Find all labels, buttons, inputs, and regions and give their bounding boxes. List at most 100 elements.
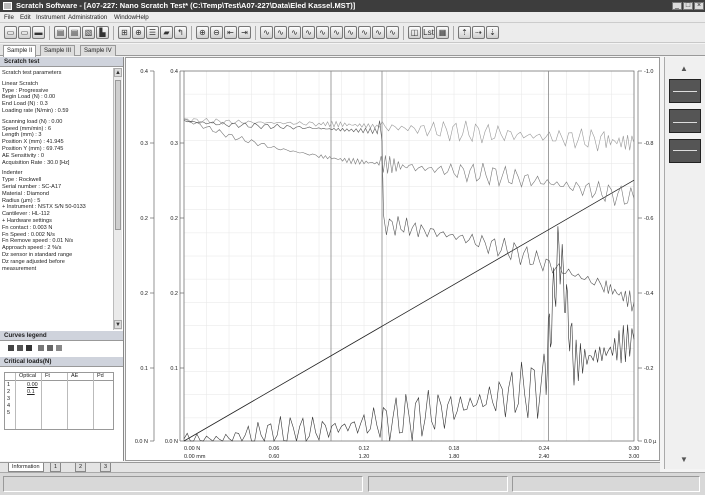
curve-6-button[interactable]: ∿ — [330, 26, 343, 39]
grid-button[interactable]: ⊞ — [118, 26, 131, 39]
table-divider — [67, 373, 68, 429]
curve-8-button[interactable]: ∿ — [358, 26, 371, 39]
curve-9-button[interactable]: ∿ — [372, 26, 385, 39]
critical-loads-table[interactable]: Optical Ft AE Pd 1 2 3 4 5 0.00 0.1 — [4, 372, 114, 430]
scratch-chart[interactable]: 0.4 0.3 0.2 0.2 0.1 0.0 N 0.4 0.3 0.2 0.2 0.1 0.0 N… — [126, 58, 659, 460]
curve-4-button[interactable]: ∿ — [302, 26, 315, 39]
new-button[interactable]: ▭ — [4, 26, 17, 39]
table-divider — [93, 373, 94, 429]
report-button[interactable]: ▦ — [436, 26, 449, 39]
tab-information[interactable]: Information — [8, 463, 44, 472]
minimize-button[interactable]: _ — [672, 2, 682, 10]
param-line: Loading rate (N/min) : 0.59 — [2, 107, 69, 114]
list-button[interactable]: Lst — [422, 26, 435, 39]
parameters-scrollbar[interactable]: ▲ ▼ — [113, 68, 122, 330]
curve-10-button[interactable]: ∿ — [386, 26, 399, 39]
critical-load-value[interactable]: 0.00 — [27, 382, 38, 388]
scroll-up-icon[interactable]: ▲ — [114, 68, 122, 77]
crosshair-button[interactable]: ⊕ — [132, 26, 145, 39]
thumbs-down-icon[interactable]: ▼ — [680, 455, 688, 464]
param-line: Type : Progressive — [2, 87, 49, 94]
param-line: Radius (µm) : 5 — [2, 197, 41, 204]
copy-button[interactable]: ▧ — [82, 26, 95, 39]
sample-tab-bar: Sample II Sample III Sample IV — [0, 44, 705, 57]
print-button[interactable]: ▤ — [54, 26, 67, 39]
scroll-down-icon[interactable]: ▼ — [114, 320, 122, 329]
series-line-1[interactable] — [183, 179, 635, 442]
curve-3-button[interactable]: ∿ — [288, 26, 301, 39]
legend-swatch[interactable] — [8, 345, 14, 351]
title-bar: Scratch Software - [A07-227: Nano Scratc… — [0, 0, 705, 12]
tab-2[interactable]: 2 — [75, 463, 87, 472]
folder-button[interactable]: ▰ — [160, 26, 173, 39]
tab-3[interactable]: 3 — [100, 463, 112, 472]
arrow-down-button[interactable]: ⇣ — [486, 26, 499, 39]
menu-window[interactable]: Window — [114, 14, 137, 21]
filter-button[interactable]: ☰ — [146, 26, 159, 39]
row-number: 5 — [7, 410, 11, 416]
menu-edit[interactable]: Edit — [20, 14, 31, 21]
window-icon: ◫ — [410, 28, 419, 37]
series-line-3[interactable] — [183, 118, 635, 206]
menu-file[interactable]: File — [4, 14, 14, 21]
curve-9-icon: ∿ — [375, 28, 382, 37]
param-line: Position X (mm) : 41.945 — [2, 139, 64, 146]
left-axis-2-tick-label: 0.3 — [170, 141, 178, 147]
arrow-up-button[interactable]: ⇡ — [458, 26, 471, 39]
zoom-out-button[interactable]: ⊖ — [210, 26, 223, 39]
chart-area[interactable]: 0.4 0.3 0.2 0.2 0.1 0.0 N 0.4 0.3 0.2 0.2 0.1 0.0 N… — [125, 57, 660, 461]
curve-7-button[interactable]: ∿ — [344, 26, 357, 39]
menu-help[interactable]: Help — [136, 14, 149, 21]
zoom-in-button[interactable]: ⊕ — [196, 26, 209, 39]
series-line-4[interactable] — [183, 120, 635, 312]
tab-sample-ii[interactable]: Sample II — [3, 45, 37, 57]
cursor-right-button[interactable]: ⇥ — [238, 26, 251, 39]
close-button[interactable]: × — [694, 2, 704, 10]
thumbs-up-icon[interactable]: ▲ — [680, 64, 688, 73]
left-axis-2-tick-label: 0.0 N — [165, 439, 178, 445]
cursor-left-button[interactable]: ⇤ — [224, 26, 237, 39]
arrow-right-button[interactable]: ⇢ — [472, 26, 485, 39]
thumbnail-3[interactable] — [669, 139, 701, 163]
window-button[interactable]: ◫ — [408, 26, 421, 39]
tab-1[interactable]: 1 — [50, 463, 62, 472]
legend-swatch[interactable] — [38, 345, 44, 351]
scrollbar-thumb[interactable] — [115, 80, 121, 230]
legend-swatch[interactable] — [47, 345, 53, 351]
toolbar-separator — [191, 26, 192, 40]
legend-swatch[interactable] — [17, 345, 23, 351]
print-preview-button[interactable]: ▤ — [68, 26, 81, 39]
menu-administration[interactable]: Administration — [68, 14, 108, 21]
series-line-5[interactable] — [183, 226, 635, 442]
critical-loads-section: Optical Ft AE Pd 1 2 3 4 5 0.00 0.1 — [0, 369, 123, 461]
left-axis-1-tick-label: 0.4 — [140, 69, 148, 75]
marker-button[interactable]: ↰ — [174, 26, 187, 39]
cursor-left-icon: ⇤ — [227, 28, 234, 37]
series-line-2[interactable] — [183, 117, 635, 152]
curve-2-button[interactable]: ∿ — [274, 26, 287, 39]
status-bar — [0, 472, 705, 495]
curve-6-icon: ∿ — [333, 28, 340, 37]
tab-sample-iv[interactable]: Sample IV — [80, 45, 116, 56]
curve-5-button[interactable]: ∿ — [316, 26, 329, 39]
export-button[interactable]: ▙ — [96, 26, 109, 39]
save-icon: ▬ — [34, 28, 43, 37]
tab-sample-iii[interactable]: Sample III — [40, 45, 76, 56]
curve-2-icon: ∿ — [277, 28, 284, 37]
toolbar-separator — [403, 26, 404, 40]
param-line: End Load (N) : 0.3 — [2, 101, 48, 108]
maximize-button[interactable]: □ — [683, 2, 693, 10]
thumbnail-2[interactable] — [669, 109, 701, 133]
cursor-right-icon: ⇥ — [241, 28, 248, 37]
open-button[interactable]: ▭ — [18, 26, 31, 39]
legend-swatch[interactable] — [56, 345, 62, 351]
menu-instrument[interactable]: Instrument — [36, 14, 66, 21]
thumbnail-1[interactable] — [669, 79, 701, 103]
save-button[interactable]: ▬ — [32, 26, 45, 39]
plot-frame — [183, 70, 635, 442]
curve-7-icon: ∿ — [347, 28, 354, 37]
critical-load-value[interactable]: 0.1 — [27, 389, 35, 395]
curve-1-button[interactable]: ∿ — [260, 26, 273, 39]
param-line: Linear Scratch — [2, 80, 39, 87]
legend-swatch[interactable] — [26, 345, 32, 351]
